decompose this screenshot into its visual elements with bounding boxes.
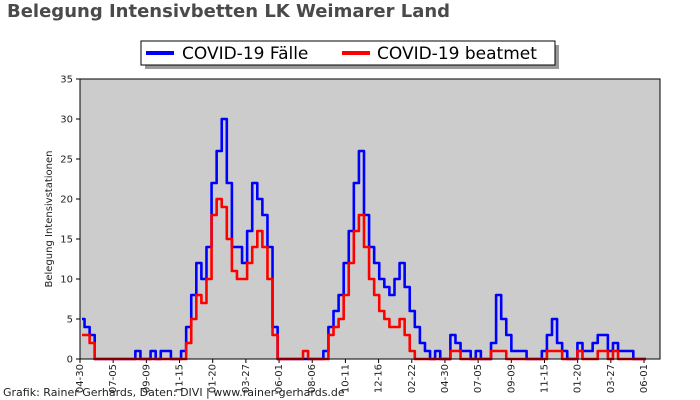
y-tick-label: 10 [60, 275, 73, 286]
y-tick-label: 0 [67, 355, 73, 366]
plot-frame [79, 78, 661, 360]
x-tick-label: 11-15 [175, 364, 186, 393]
y-tick-label: 25 [60, 155, 73, 166]
y-axis-label: Belegung Intensivstationen [44, 150, 55, 287]
x-tick-label: 12-16 [374, 364, 385, 393]
x-tick-label: 06-01 [639, 364, 650, 393]
y-axis: 0 5 10 15 20 25 30 35 [60, 75, 80, 366]
legend: COVID-19 Fälle COVID-19 beatmet [140, 40, 559, 69]
x-tick-label: 09-09 [141, 364, 152, 393]
x-tick-label: 11-15 [539, 364, 550, 393]
x-tick-label: 04-30 [440, 364, 451, 393]
x-tick-label: 10-11 [340, 364, 351, 393]
series-line-cases [82, 117, 646, 361]
x-tick-label: 03-27 [241, 364, 252, 393]
legend-label-cases: COVID-19 Fälle [182, 44, 308, 64]
x-tick-label: 06-01 [274, 364, 285, 393]
x-axis: 04-30 07-05 09-09 11-15 01-20 03-27 06-01 08-06… [75, 359, 650, 393]
series-line-ventilated [82, 197, 646, 361]
x-tick-label: 08-06 [307, 364, 318, 393]
y-tick-label: 30 [60, 115, 73, 126]
x-tick-label: 01-20 [573, 364, 584, 393]
y-tick-label: 5 [67, 315, 73, 326]
legend-label-ventilated: COVID-19 beatmet [377, 44, 537, 64]
x-tick-label: 03-27 [606, 364, 617, 393]
y-tick-label: 35 [60, 75, 73, 86]
y-tick-label: 20 [60, 195, 73, 206]
x-tick-label: 02-22 [407, 364, 418, 393]
x-tick-label: 09-09 [506, 364, 517, 393]
x-tick-label: 04-30 [75, 364, 86, 393]
x-tick-label: 07-05 [108, 364, 119, 393]
x-tick-label: 01-20 [208, 364, 219, 393]
y-tick-label: 15 [60, 235, 73, 246]
x-tick-label: 07-05 [473, 364, 484, 393]
series-layer [82, 117, 646, 361]
chart-title: Belegung Intensivbetten LK Weimarer Land [7, 1, 451, 22]
source-credit: Grafik: Rainer Gerhards, Daten: DIVI | w… [3, 386, 345, 399]
